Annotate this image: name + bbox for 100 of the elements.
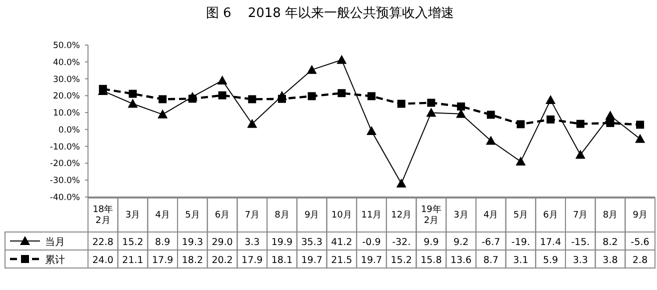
point bbox=[486, 136, 496, 145]
data-label: 18.1 bbox=[271, 255, 293, 266]
x-tick-label: 11月 bbox=[361, 210, 382, 220]
point bbox=[248, 95, 256, 104]
data-label: 2.8 bbox=[632, 255, 648, 266]
data-label: 3.1 bbox=[513, 255, 528, 266]
x-tick-label: 12月 bbox=[391, 210, 412, 220]
data-label: -0.9 bbox=[362, 237, 381, 248]
data-label: 21.5 bbox=[331, 255, 352, 266]
y-tick-label: -10.0% bbox=[50, 142, 80, 152]
data-label: 9.2 bbox=[453, 237, 469, 248]
data-label: 19.9 bbox=[271, 237, 293, 248]
point bbox=[575, 150, 586, 159]
data-label: 18.2 bbox=[182, 255, 204, 266]
y-tick-label: 20.0% bbox=[52, 92, 80, 102]
data-label: 19.7 bbox=[360, 255, 382, 266]
point bbox=[457, 102, 466, 110]
data-label: 17.9 bbox=[242, 255, 263, 266]
x-tick-label: 8月 bbox=[274, 210, 290, 220]
data-label: 3.3 bbox=[244, 237, 260, 248]
point bbox=[396, 178, 406, 188]
data-label: 15.2 bbox=[122, 237, 144, 248]
point bbox=[546, 95, 556, 104]
point bbox=[158, 109, 168, 118]
data-label: 24.0 bbox=[92, 255, 114, 266]
y-tick-label: -30.0% bbox=[50, 176, 80, 186]
data-label: 17.4 bbox=[540, 237, 562, 248]
x-tick-label: 8月 bbox=[602, 210, 618, 220]
data-label: 35.3 bbox=[301, 237, 322, 248]
data-label: 8.9 bbox=[155, 237, 170, 248]
x-tick-label: 9月 bbox=[304, 210, 320, 220]
data-label: -32. bbox=[392, 237, 411, 248]
data-label: 5.9 bbox=[543, 255, 558, 266]
legend-label: 累计 bbox=[45, 254, 65, 266]
point bbox=[247, 118, 258, 128]
data-label: 21.1 bbox=[122, 255, 144, 266]
data-label: -15. bbox=[571, 237, 590, 248]
x-tick-label: 3月 bbox=[125, 210, 140, 220]
x-tick-label: 18年 2月 bbox=[92, 204, 114, 226]
data-label: 9.9 bbox=[424, 237, 439, 248]
data-label: 17.9 bbox=[152, 255, 174, 266]
x-tick-label: 19年 2月 bbox=[420, 204, 442, 226]
data-label: 29.0 bbox=[212, 237, 233, 248]
data-label: 20.2 bbox=[212, 255, 233, 266]
point bbox=[397, 100, 406, 108]
x-tick-label: 6月 bbox=[214, 210, 230, 220]
x-tick-label: 5月 bbox=[513, 210, 528, 220]
point bbox=[576, 120, 584, 128]
legend-label: 当月 bbox=[45, 236, 65, 248]
data-label: 3.3 bbox=[572, 255, 588, 266]
x-tick-label: 6月 bbox=[543, 210, 558, 220]
point bbox=[128, 90, 137, 98]
data-label: 15.8 bbox=[420, 255, 442, 266]
data-label: 8.7 bbox=[483, 255, 498, 266]
y-tick-label: -40.0% bbox=[50, 193, 80, 203]
data-label: -19. bbox=[511, 237, 530, 248]
point bbox=[368, 92, 376, 100]
point bbox=[158, 95, 167, 104]
point bbox=[606, 119, 614, 128]
data-label: 8.2 bbox=[602, 237, 618, 248]
point bbox=[426, 108, 436, 117]
data-label: 15.2 bbox=[390, 255, 412, 266]
point bbox=[128, 98, 138, 108]
y-tick-label: 40.0% bbox=[52, 58, 80, 68]
point bbox=[516, 156, 526, 166]
point bbox=[366, 126, 376, 135]
x-tick-label: 7月 bbox=[244, 210, 260, 220]
data-label: 41.2 bbox=[331, 237, 352, 248]
data-label: 19.7 bbox=[301, 255, 322, 266]
data-label: 19.3 bbox=[182, 237, 204, 248]
point bbox=[306, 64, 317, 74]
point bbox=[218, 91, 226, 100]
y-tick-label: 10.0% bbox=[52, 108, 80, 119]
x-tick-label: 9月 bbox=[632, 210, 648, 220]
point bbox=[635, 134, 646, 143]
x-tick-label: 5月 bbox=[185, 210, 200, 220]
point bbox=[278, 94, 286, 103]
x-tick-label: 10月 bbox=[331, 210, 352, 220]
point bbox=[217, 75, 228, 84]
y-tick-label: 50.0% bbox=[52, 41, 80, 51]
point bbox=[336, 54, 347, 64]
point bbox=[427, 98, 436, 107]
point bbox=[338, 89, 346, 98]
x-tick-label: 3月 bbox=[454, 210, 468, 220]
x-tick-label: 4月 bbox=[484, 210, 498, 220]
point bbox=[188, 94, 196, 103]
data-label: -5.6 bbox=[630, 237, 650, 248]
y-tick-label: 0.0% bbox=[58, 125, 80, 136]
point bbox=[636, 120, 644, 129]
point bbox=[516, 120, 525, 128]
y-tick-label: 30.0% bbox=[52, 74, 80, 85]
x-tick-label: 7月 bbox=[573, 210, 588, 220]
data-label: 3.8 bbox=[602, 255, 618, 266]
data-label: 13.6 bbox=[450, 255, 472, 266]
x-tick-label: 4月 bbox=[155, 210, 170, 220]
chart-title: 图 6 2018 年以来一般公共预算收入增速 bbox=[206, 6, 454, 21]
data-label: 22.8 bbox=[92, 237, 114, 248]
point bbox=[308, 92, 316, 100]
point bbox=[486, 110, 495, 119]
y-tick-label: -20.0% bbox=[50, 159, 80, 170]
